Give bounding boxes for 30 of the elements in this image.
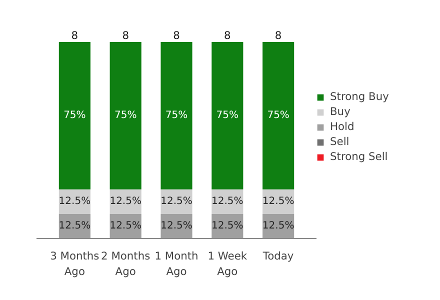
- data-label: 12.5%: [212, 196, 244, 208]
- annotation: 8: [173, 29, 180, 42]
- data-label: 12.5%: [212, 220, 244, 232]
- annotation: 8: [274, 29, 282, 42]
- annotation: 8: [224, 29, 232, 42]
- legend-label: Strong Buy: [330, 90, 389, 103]
- legend-label: Strong Sell: [330, 150, 388, 163]
- data-label: 75%: [64, 110, 86, 122]
- annotation: 8: [122, 29, 130, 42]
- legend-label: Hold: [330, 120, 354, 133]
- x-tick-label: 1 Month Ago: [154, 250, 198, 278]
- data-label: 12.5%: [110, 196, 142, 208]
- data-label: 12.5%: [58, 196, 91, 208]
- x-tick-label: Today: [262, 250, 294, 262]
- data-label: 12.5%: [262, 196, 294, 208]
- data-label: 12.5%: [262, 220, 294, 232]
- data-label: 12.5%: [160, 196, 192, 208]
- data-label: 75%: [267, 110, 290, 122]
- x-tick-label: 1 Week Ago: [208, 250, 248, 278]
- legend-label: Buy: [330, 105, 350, 118]
- legend-label: Sell: [330, 135, 350, 148]
- x-tick-label: 3 Months Ago: [50, 250, 100, 278]
- annotation: 8: [71, 29, 78, 42]
- data-label: 12.5%: [58, 220, 91, 232]
- x-tick-label: 2 Months Ago: [101, 250, 151, 278]
- data-label: 75%: [114, 110, 137, 122]
- data-label: 12.5%: [110, 220, 142, 232]
- data-label: 75%: [216, 110, 239, 122]
- data-label: 12.5%: [160, 220, 192, 232]
- data-label: 75%: [165, 110, 188, 122]
